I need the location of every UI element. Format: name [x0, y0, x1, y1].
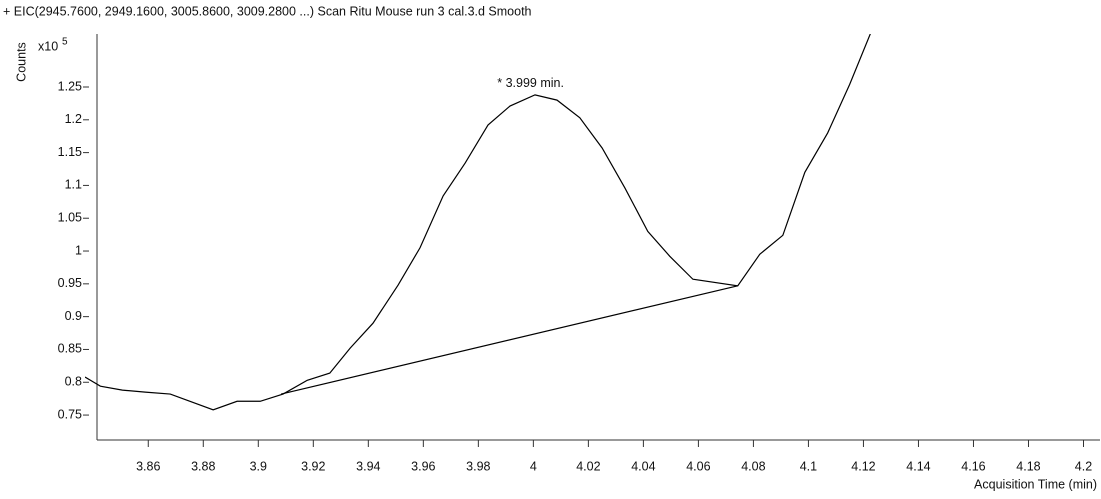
plot-area [85, 34, 871, 411]
y-tick-label: 0.9 [65, 309, 82, 323]
y-axis-label: Counts [14, 42, 28, 82]
x-tick-label: 4.14 [906, 459, 930, 473]
x-tick-label: 3.94 [356, 459, 380, 473]
x-tick-label: 4 [530, 459, 537, 473]
peak-annotation: * 3.999 min. [497, 76, 564, 90]
x-tick-label: 3.9 [250, 459, 267, 473]
y-exponent: 5 [62, 37, 68, 48]
y-tick-label: 0.85 [58, 342, 82, 356]
x-tick-label: 4.06 [686, 459, 710, 473]
x-tick-label: 4.02 [576, 459, 600, 473]
x-tick-label: 3.92 [301, 459, 325, 473]
x-tick-label: 3.96 [411, 459, 435, 473]
baseline [280, 285, 738, 395]
x-tick-label: 4.12 [851, 459, 875, 473]
y-tick-label: 1.25 [58, 79, 82, 93]
y-tick-label: 0.75 [58, 407, 82, 421]
series-line [85, 34, 871, 411]
y-tick-label: 1 [75, 243, 82, 257]
x-tick-label: 4.08 [741, 459, 765, 473]
chart-title: + EIC(2945.7600, 2949.1600, 3005.8600, 3… [3, 4, 532, 18]
x-tick-label: 3.88 [191, 459, 215, 473]
y-tick-label: 0.8 [65, 375, 82, 389]
x-tick-label: 3.98 [466, 459, 490, 473]
x-tick-label: 4.18 [1016, 459, 1040, 473]
y-tick-label: 0.95 [58, 276, 82, 290]
y-tick-label: 1.1 [65, 178, 82, 192]
x-axis-label: Acquisition Time (min) [974, 477, 1097, 491]
y-tick-label: 1.2 [65, 112, 82, 126]
x-tick-label: 4.04 [631, 459, 655, 473]
x-tick-label: 3.86 [136, 459, 160, 473]
y-tick-label: 1.15 [58, 145, 82, 159]
x-tick-label: 4.1 [800, 459, 817, 473]
x-tick-label: 4.16 [961, 459, 985, 473]
y-tick-label: 1.05 [58, 211, 82, 225]
y-multiplier: x10 [38, 39, 58, 53]
x-tick-label: 4.2 [1075, 459, 1092, 473]
